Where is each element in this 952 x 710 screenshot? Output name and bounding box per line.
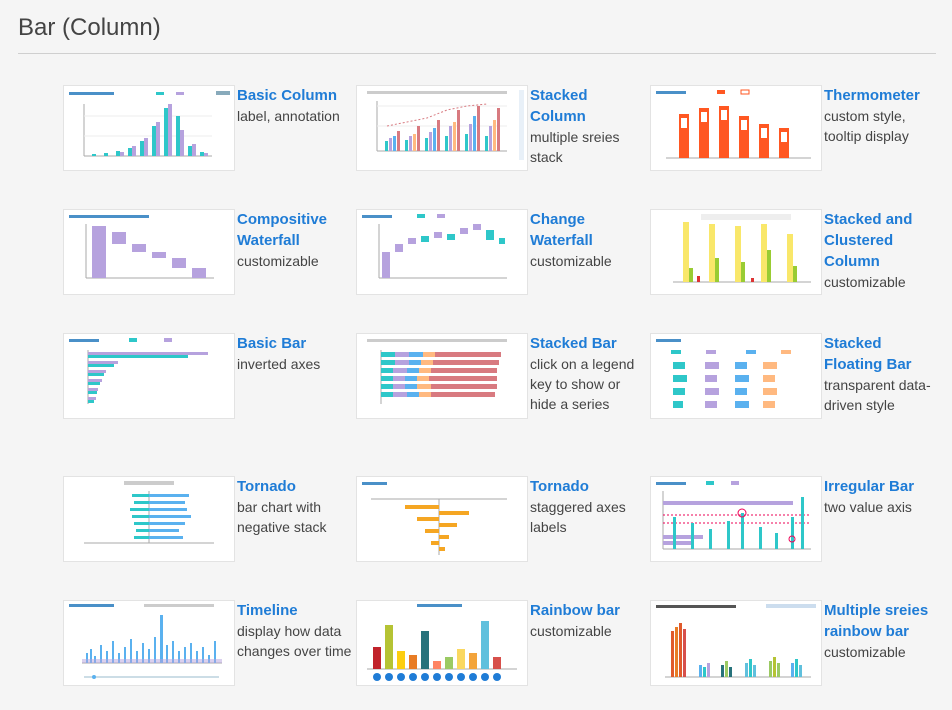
card-title-link[interactable]: Stacked Bar [530, 335, 617, 352]
card-title-link[interactable]: Stacked Column [530, 87, 588, 125]
card-title-link[interactable]: Tornado [237, 478, 296, 495]
thumbnail-tornado-negative-stack[interactable] [63, 476, 235, 562]
example-card[interactable]: Stacked Floating Bar transparent data-dr… [650, 333, 940, 443]
example-card[interactable]: Thermometer custom style, tooltip displa… [650, 85, 940, 195]
card-title-link[interactable]: Rainbow bar [530, 602, 621, 619]
card-title-link[interactable]: Tornado [530, 478, 589, 495]
card-title-link[interactable]: Multiple sreies rainbow bar [824, 602, 929, 640]
card-description: click on a legend key to show or hide a … [530, 356, 635, 412]
thumbnail-change-waterfall[interactable] [356, 209, 528, 295]
example-card[interactable]: Stacked Bar click on a legend key to sho… [356, 333, 646, 443]
thumbnail-compositive-waterfall[interactable] [63, 209, 235, 295]
card-description: bar chart with negative stack [237, 499, 327, 535]
example-card[interactable]: Change Waterfall customizable [356, 209, 646, 319]
card-description: inverted axes [237, 356, 321, 372]
thumbnail-multiple-series-rainbow-bar[interactable] [650, 600, 822, 686]
example-card[interactable]: Timeline display how data changes over t… [63, 600, 353, 710]
card-description: customizable [237, 253, 319, 269]
example-card[interactable]: Multiple sreies rainbow bar customizable [650, 600, 940, 710]
card-title-link[interactable]: Basic Column [237, 87, 338, 104]
example-card[interactable]: Tornado bar chart with negative stack [63, 476, 353, 586]
card-description: transparent data-driven style [824, 377, 931, 413]
card-title-link[interactable]: Basic Bar [237, 335, 307, 352]
thumbnail-stacked-bar[interactable] [356, 333, 528, 419]
card-title-link[interactable]: Change Waterfall [530, 211, 593, 249]
thumbnail-stacked-floating-bar[interactable] [650, 333, 822, 419]
example-card[interactable]: Stacked and Clustered Column customizabl… [650, 209, 940, 319]
thumbnail-thermometer[interactable] [650, 85, 822, 171]
card-title-link[interactable]: Stacked and Clustered Column [824, 211, 913, 270]
card-title-link[interactable]: Stacked Floating Bar [824, 335, 912, 373]
example-card[interactable]: Compositive Waterfall customizable [63, 209, 353, 319]
card-description: label, annotation [237, 108, 340, 124]
example-card[interactable]: Stacked Column multiple sreies stack [356, 85, 646, 195]
thumbnail-basic-column[interactable] [63, 85, 235, 171]
card-title-link[interactable]: Compositive Waterfall [237, 211, 328, 249]
thumbnail-irregular-bar[interactable] [650, 476, 822, 562]
title-divider [18, 53, 936, 54]
card-description: custom style, tooltip display [824, 108, 909, 144]
card-description: staggered axes labels [530, 499, 626, 535]
card-description: customizable [530, 253, 612, 269]
page-title: Bar (Column) [18, 14, 161, 41]
example-card[interactable]: Basic Column label, annotation [63, 85, 353, 195]
example-card[interactable]: Basic Bar inverted axes [63, 333, 353, 443]
card-title-link[interactable]: Timeline [237, 602, 298, 619]
example-card[interactable]: Rainbow bar customizable [356, 600, 646, 710]
example-card[interactable]: Tornado staggered axes labels [356, 476, 646, 586]
thumbnail-timeline[interactable] [63, 600, 235, 686]
card-description: customizable [824, 274, 906, 290]
card-description: display how data changes over time [237, 623, 352, 659]
thumbnail-stacked-column[interactable] [356, 85, 528, 171]
card-title-link[interactable]: Irregular Bar [824, 478, 915, 495]
thumbnail-tornado-staggered[interactable] [356, 476, 528, 562]
card-description: customizable [530, 623, 612, 639]
card-description: multiple sreies stack [530, 129, 620, 165]
card-title-link[interactable]: Thermometer [824, 87, 920, 104]
card-description: customizable [824, 644, 906, 660]
thumbnail-stacked-clustered-column[interactable] [650, 209, 822, 295]
thumbnail-basic-bar[interactable] [63, 333, 235, 419]
thumbnail-rainbow-bar[interactable] [356, 600, 528, 686]
example-card[interactable]: Irregular Bar two value axis [650, 476, 940, 586]
card-description: two value axis [824, 499, 912, 515]
